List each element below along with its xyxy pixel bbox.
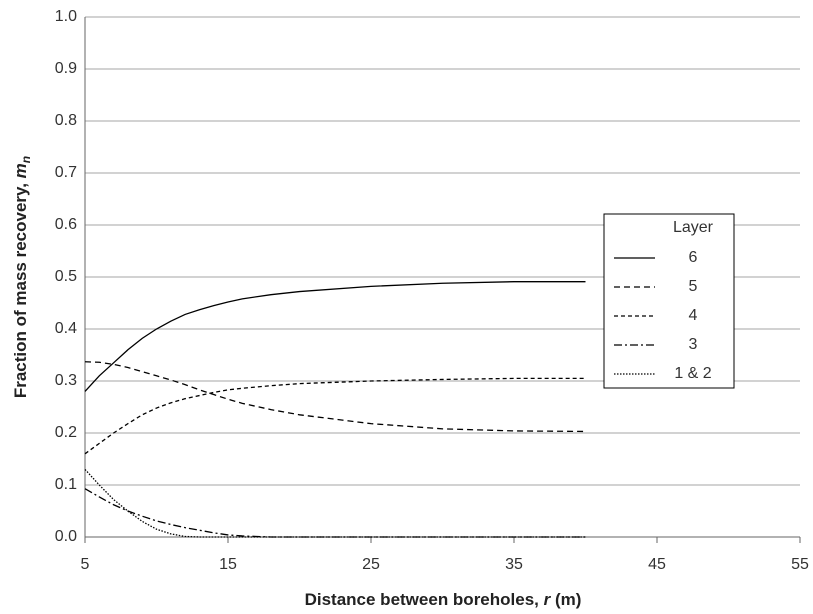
y-tick-label: 0.8 bbox=[55, 112, 77, 129]
y-tick-label: 0.1 bbox=[55, 476, 77, 493]
x-tick-label: 25 bbox=[362, 556, 380, 573]
y-tick-label: 0.2 bbox=[55, 424, 77, 441]
legend-label: 1 & 2 bbox=[674, 365, 711, 382]
y-axis-label: Fraction of mass recovery, mn bbox=[11, 156, 33, 398]
x-tick-label: 35 bbox=[505, 556, 523, 573]
legend-label: 4 bbox=[689, 307, 698, 324]
x-label-symbol: r bbox=[544, 590, 552, 609]
x-tick-label: 55 bbox=[791, 556, 809, 573]
x-tick-label: 5 bbox=[81, 556, 90, 573]
x-label-text: Distance between boreholes, bbox=[305, 590, 544, 609]
legend-label: 6 bbox=[689, 249, 698, 266]
series-line bbox=[84, 377, 586, 455]
x-axis-label: Distance between boreholes, r (m) bbox=[305, 590, 582, 609]
y-label-text: Fraction of mass recovery, bbox=[11, 178, 30, 398]
x-tick-label: 45 bbox=[648, 556, 666, 573]
legend-box bbox=[603, 213, 735, 389]
x-tick-label: 15 bbox=[219, 556, 237, 573]
legend-label: 3 bbox=[689, 336, 698, 353]
y-tick-label: 1.0 bbox=[55, 8, 77, 25]
y-tick-label: 0.9 bbox=[55, 60, 77, 77]
legend-label: 5 bbox=[689, 278, 698, 295]
y-label-symbol: m bbox=[11, 163, 30, 178]
x-label-unit: (m) bbox=[550, 590, 581, 609]
y-tick-label: 0.3 bbox=[55, 372, 77, 389]
series-line bbox=[84, 281, 586, 392]
y-tick-label: 0.0 bbox=[55, 528, 77, 545]
y-tick-label: 0.4 bbox=[55, 320, 77, 337]
series-line bbox=[84, 361, 586, 433]
y-label-subscript: n bbox=[19, 156, 33, 163]
legend-title: Layer bbox=[673, 219, 714, 236]
y-tick-label: 0.6 bbox=[55, 216, 77, 233]
y-tick-label: 0.5 bbox=[55, 268, 77, 285]
series-line bbox=[84, 468, 586, 538]
y-tick-label: 0.7 bbox=[55, 164, 77, 181]
